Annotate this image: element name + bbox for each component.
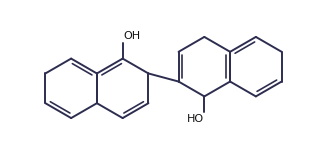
Text: OH: OH	[123, 31, 141, 41]
Text: HO: HO	[186, 114, 204, 124]
